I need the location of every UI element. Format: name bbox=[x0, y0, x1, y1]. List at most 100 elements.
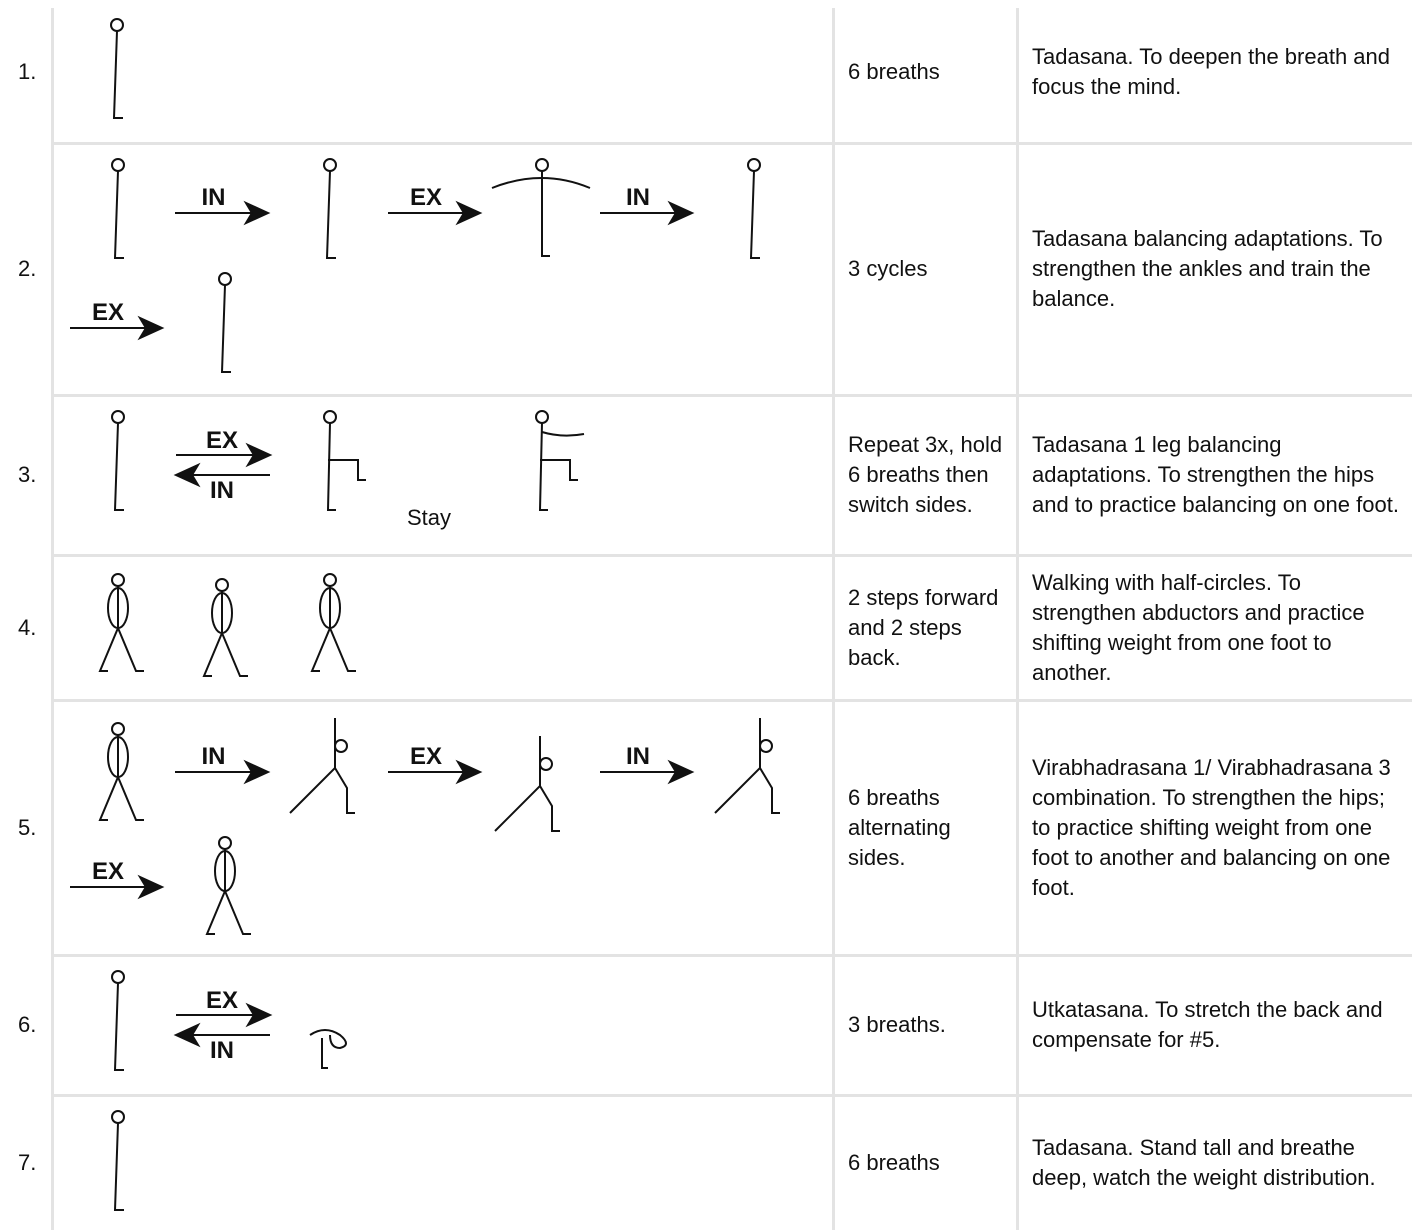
cell-text: 6 breaths bbox=[848, 58, 940, 84]
figure-stroke bbox=[538, 422, 578, 511]
cell-text: 4. bbox=[18, 614, 37, 640]
table-row: 2. 3 cycles Tadasana balancing adaptations… bbox=[0, 143, 1412, 395]
figure-stroke bbox=[535, 410, 549, 424]
cell-text: 6 breaths alternating sides. bbox=[848, 784, 951, 870]
cell-text: 7. bbox=[18, 1149, 37, 1175]
table-row: 6. 3 breaths. Utkatasana. To stretch the b… bbox=[0, 955, 1412, 1095]
figure-stroke bbox=[759, 739, 773, 753]
figure-stroke bbox=[323, 410, 337, 424]
arrow-head bbox=[667, 200, 695, 226]
figure-stroke bbox=[113, 422, 124, 511]
arrow-head bbox=[137, 315, 165, 341]
arrow-label: IN bbox=[202, 743, 226, 770]
figure-stroke bbox=[205, 849, 251, 935]
figure-stroke bbox=[98, 586, 144, 672]
arrow-head bbox=[137, 874, 165, 900]
cell-text: 3 breaths. bbox=[848, 1012, 946, 1037]
figure-stroke bbox=[714, 718, 780, 814]
cell-duration: 3 breaths. bbox=[848, 955, 1008, 1095]
arrow-label: IN bbox=[202, 184, 226, 211]
arrow-head bbox=[455, 759, 483, 785]
table-row: 1. 6 breaths Tadasana. To deepen the breat… bbox=[0, 0, 1412, 143]
figure-stroke bbox=[98, 735, 144, 821]
cell-description: Tadasana 1 leg balancing adaptations. To… bbox=[1032, 395, 1404, 555]
figure-stroke bbox=[325, 170, 336, 259]
arrow-label: IN bbox=[210, 477, 234, 504]
figure-stroke bbox=[541, 171, 550, 257]
arrow-label: IN bbox=[210, 1037, 234, 1064]
arrow-head bbox=[245, 1002, 273, 1028]
arrow-head bbox=[173, 1022, 201, 1048]
figure-stroke bbox=[110, 18, 124, 32]
row-divider bbox=[52, 699, 1412, 702]
figure-stroke bbox=[218, 272, 232, 286]
cell-duration: 6 breaths bbox=[848, 0, 1008, 143]
figure-stroke bbox=[218, 836, 232, 850]
arrow-label: IN bbox=[626, 184, 650, 211]
arrow-head bbox=[173, 462, 201, 488]
cell-number: 1. bbox=[18, 0, 48, 143]
figure-stroke bbox=[747, 158, 761, 172]
table-row: 4. 2 steps forward and 2 steps back. Walki… bbox=[0, 555, 1412, 700]
cell-text: 2 steps forward and 2 steps back. bbox=[848, 584, 999, 670]
figure-stroke bbox=[113, 170, 124, 259]
figure-stroke bbox=[111, 970, 125, 984]
cell-duration: 6 breaths bbox=[848, 1095, 1008, 1230]
cell-description: Tadasana. To deepen the breath and focus… bbox=[1032, 0, 1404, 143]
cell-text: Utkatasana. To stretch the back and comp… bbox=[1032, 997, 1383, 1052]
cell-description: Utkatasana. To stretch the back and comp… bbox=[1032, 955, 1404, 1095]
arrow-label: IN bbox=[626, 743, 650, 770]
cell-text: 6 breaths bbox=[848, 1149, 940, 1175]
cell-duration: 2 steps forward and 2 steps back. bbox=[848, 555, 1008, 700]
figure-stroke bbox=[323, 158, 337, 172]
cell-text: Tadasana balancing adaptations. To stren… bbox=[1032, 226, 1383, 311]
arrow-label: EX bbox=[206, 987, 238, 1014]
cell-text: 3 cycles bbox=[848, 256, 928, 281]
table-row: 7. 6 breaths Tadasana. Stand tall and brea… bbox=[0, 1095, 1412, 1230]
cell-text: 1. bbox=[18, 58, 37, 84]
figure-stroke bbox=[111, 573, 125, 587]
figure-stroke bbox=[310, 586, 356, 672]
arrow-label: Stay bbox=[407, 505, 451, 530]
figure-stroke bbox=[215, 578, 229, 592]
cell-text: 5. bbox=[18, 814, 37, 840]
cell-duration: 3 cycles bbox=[848, 143, 1008, 395]
cell-text: Tadasana. To deepen the breath and focus… bbox=[1032, 43, 1391, 99]
cell-description: Tadasana balancing adaptations. To stren… bbox=[1032, 143, 1404, 395]
cell-description: Virabhadrasana 1/ Virabhadrasana 3 combi… bbox=[1032, 700, 1404, 955]
row-divider bbox=[52, 1094, 1412, 1097]
row-divider bbox=[52, 954, 1412, 957]
cell-text: Virabhadrasana 1/ Virabhadrasana 3 combi… bbox=[1032, 754, 1391, 900]
arrow-head bbox=[243, 759, 271, 785]
cell-text: Tadasana. Stand tall and breathe deep, w… bbox=[1032, 1134, 1376, 1190]
arrow-label: EX bbox=[410, 743, 442, 770]
cell-number: 2. bbox=[18, 143, 48, 395]
figure-stroke bbox=[112, 30, 123, 119]
arrow-label: EX bbox=[92, 299, 124, 326]
figure-stroke bbox=[541, 431, 585, 437]
figure-stroke bbox=[309, 1029, 347, 1069]
cell-text: 6. bbox=[18, 1012, 37, 1037]
cell-text: Walking with half-circles. To strengthen… bbox=[1032, 569, 1365, 685]
cell-text: 2. bbox=[18, 256, 37, 281]
cell-number: 7. bbox=[18, 1095, 48, 1230]
arrow-label: EX bbox=[410, 184, 442, 211]
figure-stroke bbox=[323, 573, 337, 587]
figure-stroke bbox=[535, 158, 549, 172]
cell-number: 5. bbox=[18, 700, 48, 955]
row-divider bbox=[52, 394, 1412, 397]
table-row: 5. 6 breaths alternating sides. Virabhadra… bbox=[0, 700, 1412, 955]
arrow-head bbox=[243, 200, 271, 226]
figure-stroke bbox=[326, 422, 366, 511]
figure-stroke bbox=[749, 170, 760, 259]
arrow-head bbox=[667, 759, 695, 785]
cell-text: 3. bbox=[18, 462, 37, 487]
figure-stroke bbox=[289, 718, 355, 814]
cell-text: Tadasana 1 leg balancing adaptations. To… bbox=[1032, 432, 1399, 517]
cell-number: 4. bbox=[18, 555, 48, 700]
figure-stroke bbox=[494, 736, 560, 832]
arrow-head bbox=[455, 200, 483, 226]
cell-number: 3. bbox=[18, 395, 48, 555]
cell-description: Tadasana. Stand tall and breathe deep, w… bbox=[1032, 1095, 1404, 1230]
